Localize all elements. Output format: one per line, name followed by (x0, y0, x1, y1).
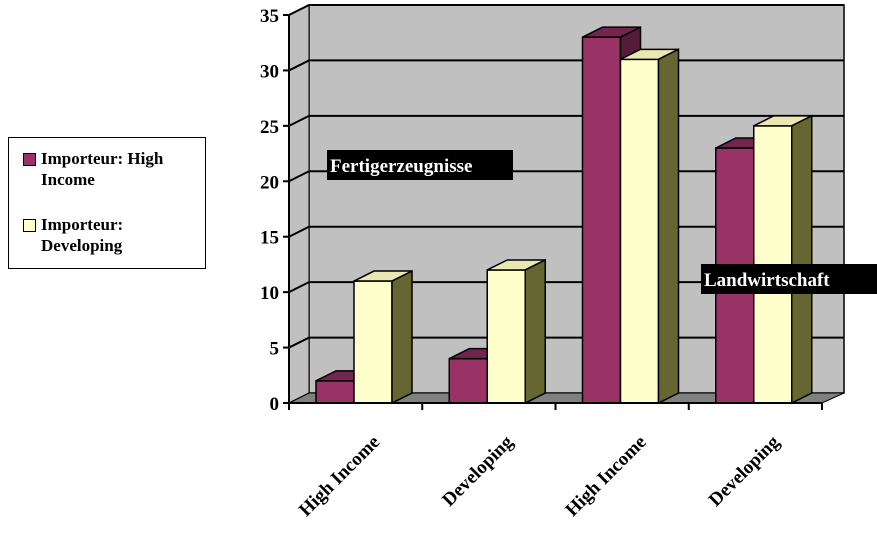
bar-side (791, 114, 813, 405)
bar-front (581, 36, 622, 404)
gridline (288, 4, 844, 16)
legend: Importeur: High Income Importeur: Develo… (8, 137, 206, 269)
y-tick-label: 25 (260, 117, 279, 138)
x-axis: High Income Developing High Income Developi… (288, 402, 823, 521)
legend-label: Importeur: Developing (41, 215, 124, 255)
y-tick-label: 10 (260, 283, 279, 304)
bar-front (448, 357, 488, 404)
bar-front (486, 269, 526, 404)
bar-front (619, 58, 660, 404)
legend-swatch-developing (23, 219, 36, 232)
x-tick-label: High Income (562, 432, 651, 521)
x-tick-label: Developing (438, 431, 517, 510)
bar-developing (619, 48, 680, 405)
bar-developing (753, 114, 813, 405)
legend-swatch-high-income (23, 153, 36, 166)
annotations: Fertigerzeugnisse Landwirtschaft (327, 150, 877, 294)
y-tick-label: 35 (260, 6, 279, 27)
annotation-box (701, 264, 877, 294)
y-tick-label: 15 (260, 228, 279, 249)
bar-front (353, 280, 393, 404)
bar-developing (353, 269, 413, 405)
x-tick-label: High Income (295, 432, 384, 521)
legend-label: Importeur: High Income (41, 149, 164, 189)
bar-front (315, 380, 355, 404)
legend-item-high-income: Importeur: High Income (23, 148, 201, 190)
annotation-text: Landwirtschaft (704, 270, 830, 291)
bar-side (657, 48, 680, 405)
y-tick-label: 30 (260, 61, 279, 82)
annotation-fertigerzeugnisse: Fertigerzeugnisse (327, 150, 513, 180)
annotation-landwirtschaft: Landwirtschaft (701, 264, 877, 294)
y-tick-label: 20 (260, 172, 279, 193)
bar-side (524, 258, 546, 405)
x-tick-label: Developing (705, 431, 784, 510)
legend-item-developing: Importeur: Developing (23, 214, 201, 256)
bar-side (391, 269, 413, 405)
bar-developing (486, 258, 546, 405)
y-axis: 0 5 10 15 20 25 30 35 (260, 6, 290, 415)
annotation-box (327, 150, 513, 180)
y-tick-label: 5 (270, 339, 280, 360)
annotation-text: Fertigerzeugnisse (330, 156, 472, 177)
bars (315, 25, 813, 405)
y-tick-label: 0 (270, 394, 280, 415)
